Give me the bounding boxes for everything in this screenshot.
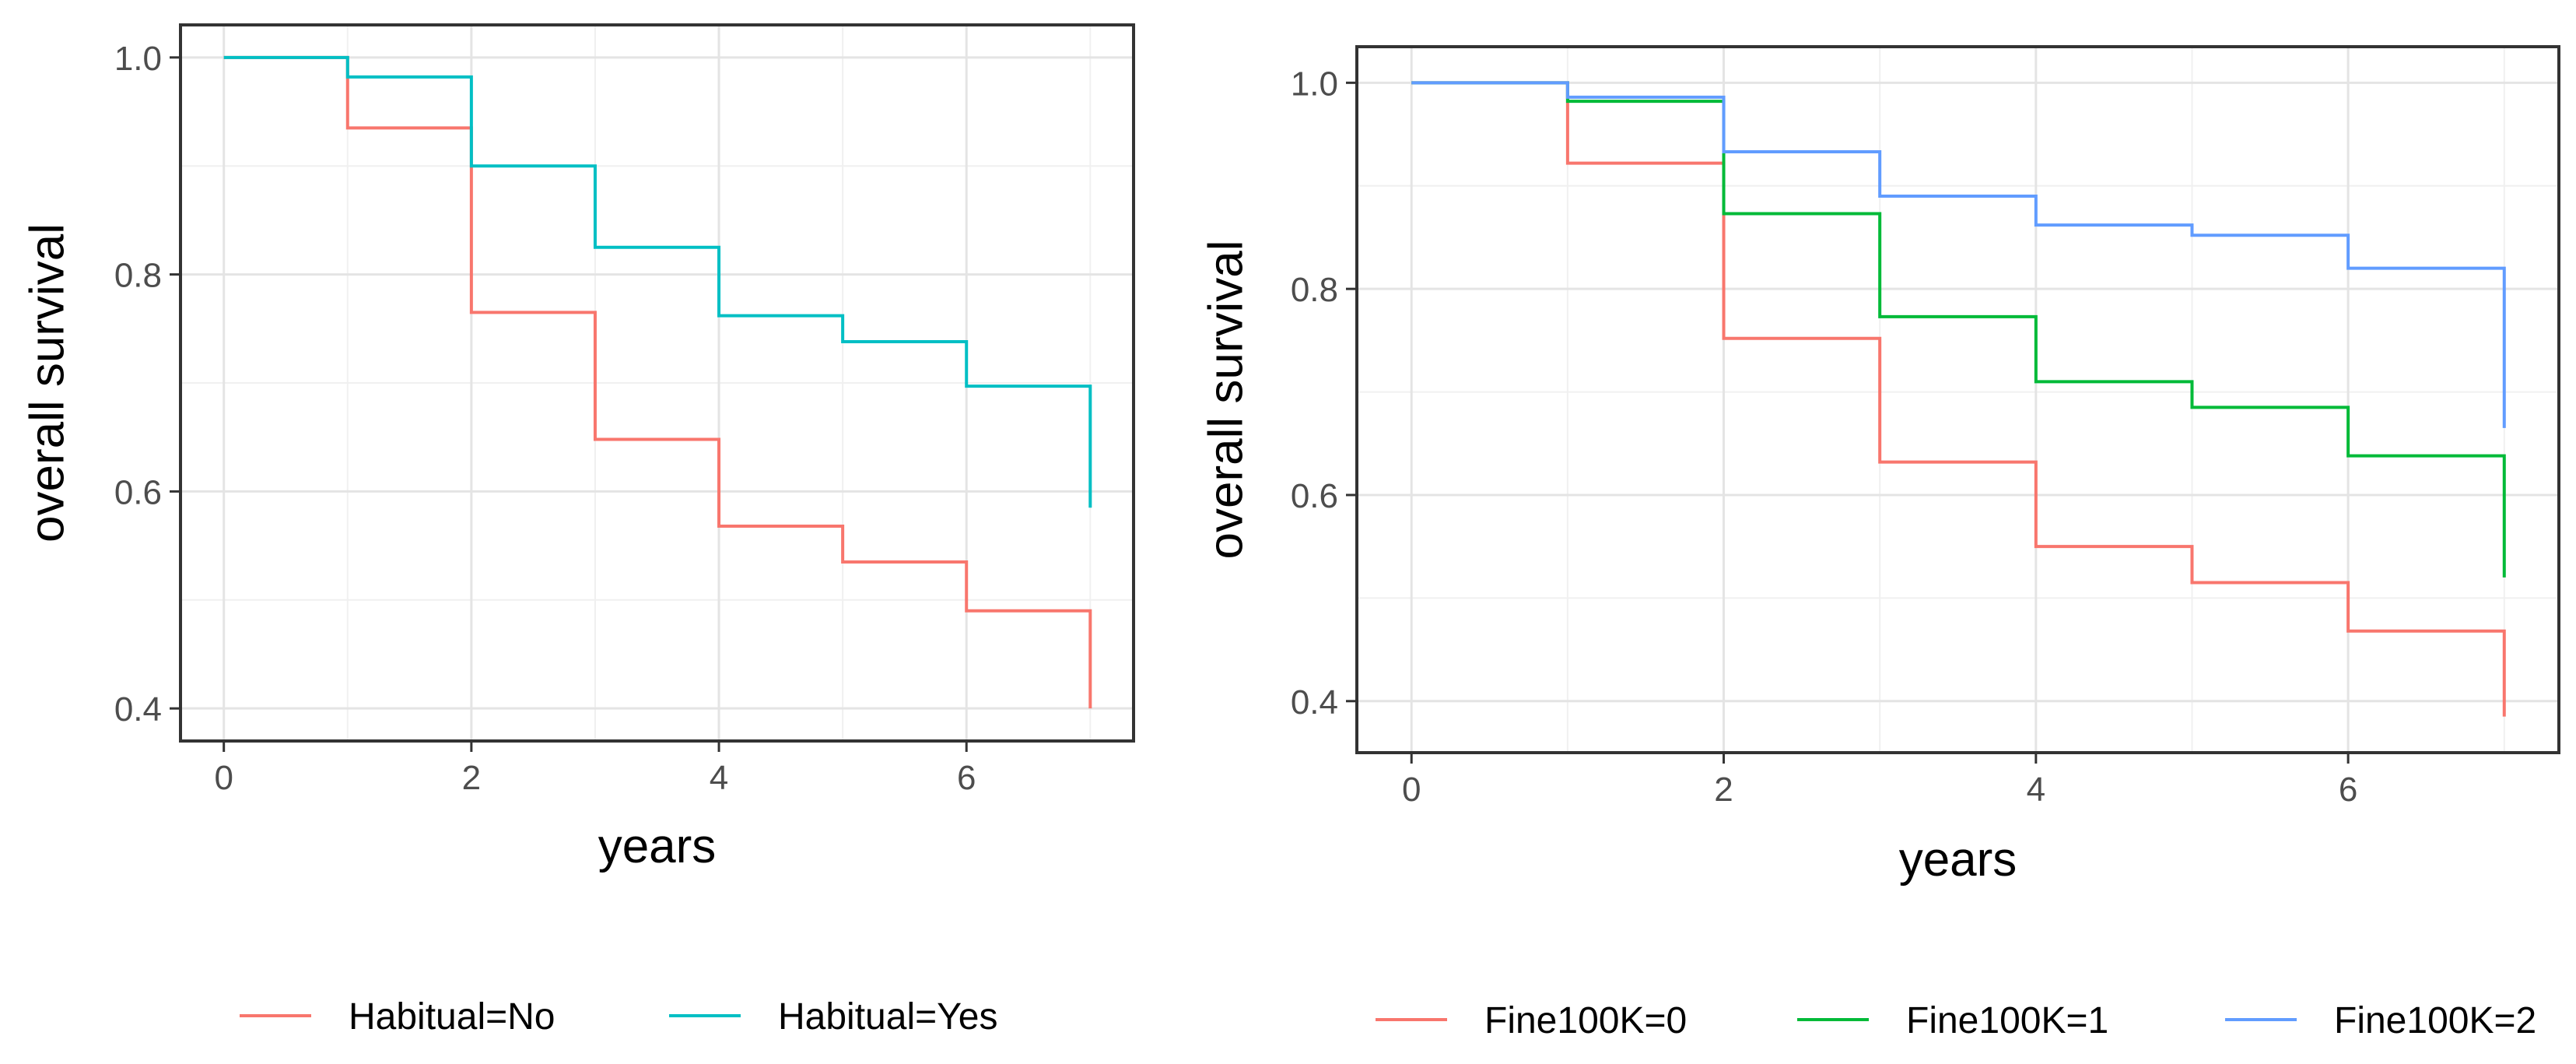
y-tick-label: 0.8 [114,257,162,295]
y-tick-label: 0.8 [1291,271,1338,309]
x-tick-label: 4 [2027,771,2045,809]
x-tick-label: 6 [2339,771,2357,809]
series-line-fine100k-0 [1411,81,2506,717]
plot-border [1355,45,2560,754]
series-line-fine100k-2 [1411,81,2506,428]
plot-panel [1357,47,2559,753]
y-tick-label: 0.4 [1291,683,1338,722]
x-tick-label: 0 [214,759,233,797]
y-tick-label: 0.6 [1291,477,1338,515]
fine100k-survival-chart: 0 2 4 6 0.4 0.6 0.8 1.0 years overall survival Fin… [1200,45,2560,1041]
legend-label: Habitual=No [349,996,556,1038]
y-tick-label: 0.6 [114,473,162,511]
x-tick-label: 2 [462,759,481,797]
x-tick-label: 0 [1402,771,1421,809]
x-axis-title: years [598,820,717,873]
legend-label: Fine100K=1 [1906,1000,2108,1041]
legend-label: Fine100K=2 [2334,1000,2536,1041]
legend-label: Fine100K=0 [1484,1000,1687,1041]
series-line-habitual-no [223,55,1092,709]
x-tick-label: 6 [957,759,976,797]
x-tick-label: 2 [1714,771,1733,809]
y-tick-label: 1.0 [1291,65,1338,103]
legend-label: Habitual=Yes [778,996,997,1038]
y-tick-label: 1.0 [114,40,162,78]
series-line-habitual-yes [223,55,1092,508]
y-axis-title: overall survival [21,223,75,543]
y-axis-title: overall survival [1200,240,1253,559]
plot-border [179,23,1135,743]
x-tick-label: 4 [710,759,728,797]
x-axis-title: years [1899,833,2017,887]
y-tick-label: 0.4 [114,690,162,729]
habitual-survival-chart: 0 2 4 6 0.4 0.6 0.8 1.0 years overall survival Hab… [21,23,1135,1038]
series-line-fine100k-1 [1411,81,2506,578]
